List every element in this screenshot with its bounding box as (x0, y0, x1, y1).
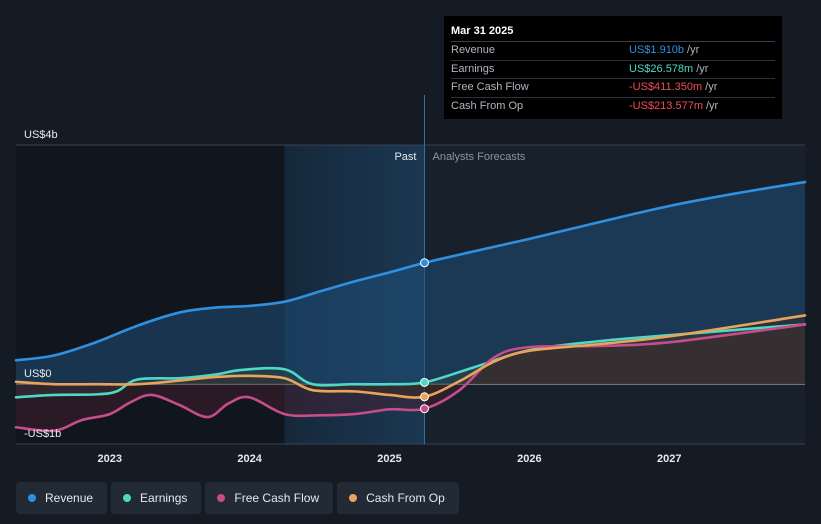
tooltip-label: Cash From Op (451, 99, 524, 112)
free-cash-flow-line (14, 323, 807, 433)
earnings-line (14, 323, 807, 399)
legend: Revenue Earnings Free Cash Flow Cash Fro… (16, 482, 459, 514)
tooltip-row-free-cash-flow: Free Cash Flow -US$411.350m /yr (451, 79, 775, 98)
y-tick-label: US$0 (24, 368, 52, 380)
legend-dot-icon (217, 494, 226, 502)
tooltip-unit: /yr (687, 44, 700, 56)
legend-item-free-cash-flow[interactable]: Free Cash Flow (205, 482, 334, 514)
tooltip-label: Free Cash Flow (451, 81, 529, 93)
legend-label: Revenue (45, 491, 94, 505)
tooltip-row-cash-from-op: Cash From Op -US$213.577m /yr (451, 98, 775, 116)
legend-dot-icon (28, 494, 36, 502)
tooltip-unit: /yr (705, 81, 718, 93)
cash-from-op-area (16, 315, 805, 398)
x-tick-label: 2024 (237, 453, 262, 465)
legend-dot-icon (349, 494, 358, 502)
x-tick-label: 2027 (657, 453, 681, 465)
revenue-marker (419, 258, 429, 268)
x-tick-label: 2023 (97, 453, 121, 465)
cash-from-op-line (14, 314, 807, 399)
tooltip-date: Mar 31 2025 (451, 24, 775, 42)
legend-item-earnings[interactable]: Earnings (111, 482, 202, 514)
tooltip-unit: /yr (706, 99, 719, 112)
y-tick-label: -US$1b (24, 428, 61, 440)
tooltip-row-earnings: Earnings US$26.578m /yr (451, 61, 775, 79)
legend-dot-icon (123, 494, 132, 502)
tooltip-unit: /yr (696, 62, 709, 75)
legend-label: Earnings (140, 491, 188, 505)
earnings-marker (419, 377, 429, 387)
x-tick-label: 2025 (377, 453, 401, 465)
tooltip-value: -US$213.577m (629, 99, 703, 112)
past-label: Past (394, 151, 416, 163)
tooltip-value: US$1.910b (629, 44, 685, 56)
legend-label: Free Cash Flow (234, 491, 320, 505)
forecast-label: Analysts Forecasts (432, 151, 525, 163)
legend-item-cash-from-op[interactable]: Cash From Op (337, 482, 459, 514)
tooltip-label: Revenue (451, 44, 496, 56)
free-cash-flow-area (16, 324, 805, 432)
legend-label: Cash From Op (366, 491, 445, 505)
tooltip: Mar 31 2025 Revenue US$1.910b /yr Earnin… (444, 16, 782, 119)
tooltip-label: Earnings (451, 62, 495, 75)
revenue-line (14, 180, 807, 362)
legend-item-revenue[interactable]: Revenue (16, 482, 108, 514)
y-tick-label: US$4b (24, 129, 58, 141)
tooltip-value: US$26.578m (629, 62, 694, 75)
x-tick-label: 2026 (517, 453, 541, 465)
tooltip-value: -US$411.350m (629, 81, 703, 93)
tooltip-row-revenue: Revenue US$1.910b /yr (451, 42, 775, 61)
free-cash-flow-marker (419, 404, 429, 414)
cash-from-op-marker (419, 392, 429, 402)
revenue-area (16, 182, 805, 385)
